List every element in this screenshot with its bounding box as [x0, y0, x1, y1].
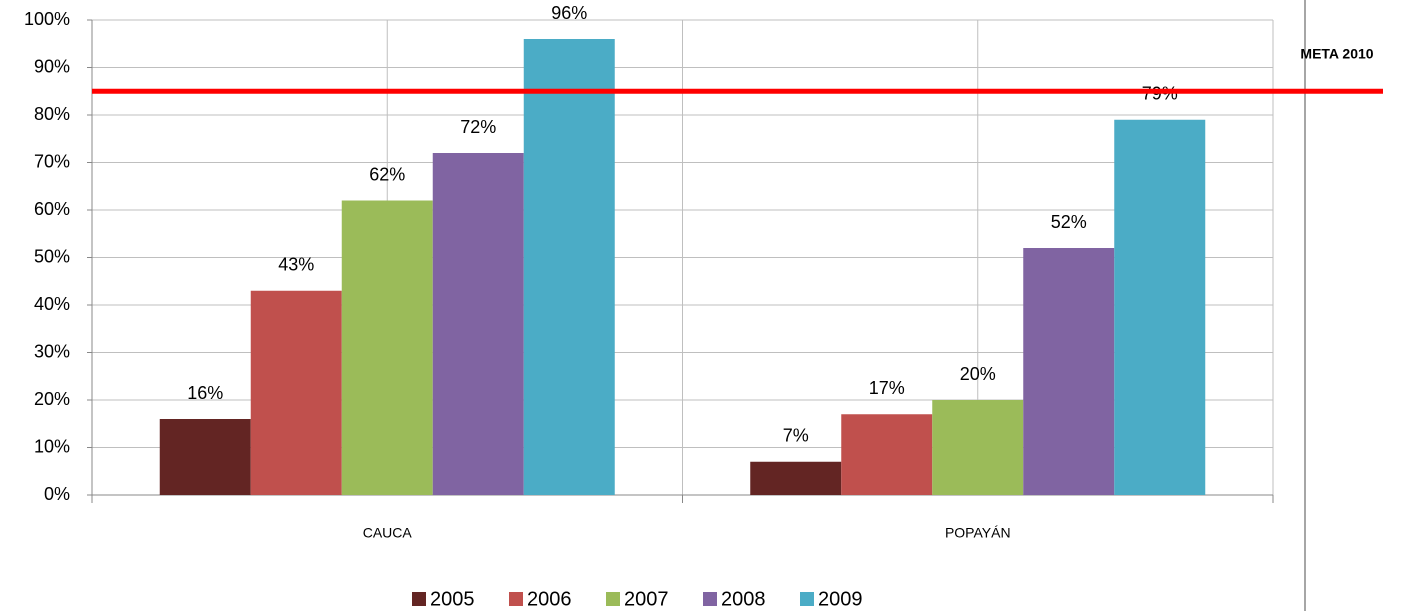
value-label: 20% — [960, 364, 996, 384]
legend-label: 2009 — [818, 588, 863, 610]
legend-label: 2005 — [430, 588, 475, 610]
legend-swatch — [703, 592, 717, 606]
y-tick-label: 0% — [44, 484, 70, 504]
reference-label: META 2010 — [1300, 46, 1373, 62]
bar — [1114, 119, 1206, 495]
legend-swatch — [606, 592, 620, 606]
y-tick-label: 30% — [34, 341, 70, 361]
y-tick-label: 80% — [34, 104, 70, 124]
value-label: 96% — [551, 3, 587, 23]
bar — [1023, 248, 1115, 495]
value-label: 62% — [369, 164, 405, 184]
y-tick-label: 10% — [34, 436, 70, 456]
y-tick-label: 60% — [34, 199, 70, 219]
bar — [432, 153, 524, 495]
bar — [841, 414, 933, 495]
value-label: 72% — [460, 117, 496, 137]
bar — [750, 461, 842, 495]
legend-label: 2007 — [624, 588, 669, 610]
legend-swatch — [509, 592, 523, 606]
y-tick-label: 50% — [34, 246, 70, 266]
bar — [159, 419, 251, 495]
bar — [932, 400, 1024, 495]
x-tick-label: CAUCA — [363, 525, 413, 541]
y-tick-label: 70% — [34, 151, 70, 171]
value-label: 7% — [783, 426, 809, 446]
bar — [523, 39, 615, 495]
legend-label: 2008 — [721, 588, 766, 610]
legend-label: 2006 — [527, 588, 572, 610]
value-label: 52% — [1051, 212, 1087, 232]
value-label: 43% — [278, 255, 314, 275]
y-tick-label: 40% — [34, 294, 70, 314]
bar — [250, 290, 342, 495]
bar — [341, 200, 433, 495]
value-label: 17% — [869, 378, 905, 398]
legend-swatch — [800, 592, 814, 606]
y-tick-label: 100% — [24, 9, 70, 29]
x-tick-label: POPAYÁN — [945, 525, 1011, 541]
y-tick-label: 90% — [34, 56, 70, 76]
value-label: 16% — [187, 383, 223, 403]
y-tick-label: 20% — [34, 389, 70, 409]
legend-swatch — [412, 592, 426, 606]
